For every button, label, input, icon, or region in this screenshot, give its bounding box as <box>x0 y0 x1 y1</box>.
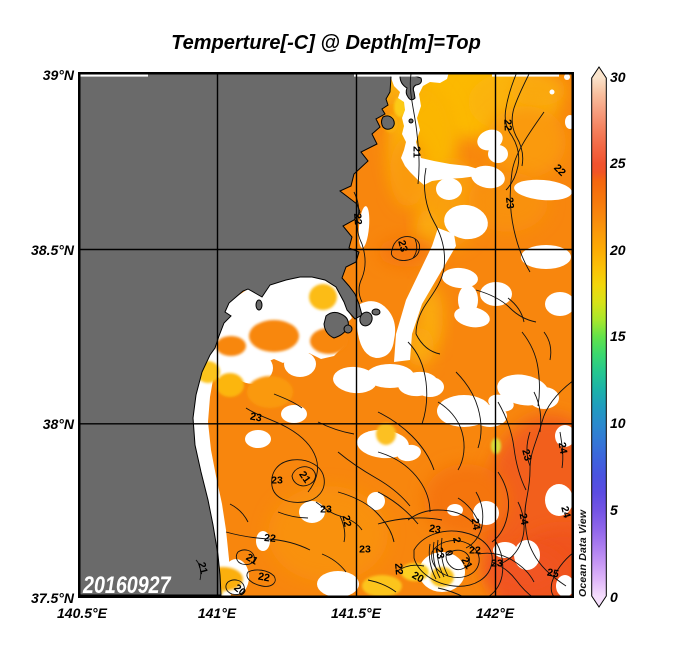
svg-text:24: 24 <box>469 517 483 531</box>
svg-text:22: 22 <box>340 514 354 528</box>
svg-text:23: 23 <box>491 558 503 570</box>
svg-text:22: 22 <box>264 532 277 545</box>
svg-text:23: 23 <box>320 504 332 516</box>
svg-text:22: 22 <box>469 545 481 557</box>
svg-text:24: 24 <box>517 512 531 526</box>
svg-text:23: 23 <box>271 475 283 487</box>
svg-text:0: 0 <box>442 549 455 558</box>
svg-text:21: 21 <box>244 551 260 567</box>
svg-text:21: 21 <box>458 555 474 571</box>
svg-text:24: 24 <box>558 505 573 520</box>
svg-text:20: 20 <box>410 569 426 585</box>
svg-text:22: 22 <box>501 119 513 131</box>
svg-text:23: 23 <box>359 544 371 556</box>
svg-text:22: 22 <box>351 213 364 226</box>
svg-text:23: 23 <box>428 523 442 537</box>
svg-text:2: 2 <box>450 536 463 544</box>
svg-text:22: 22 <box>392 563 405 576</box>
svg-text:22: 22 <box>257 571 271 585</box>
svg-text:23: 23 <box>519 448 534 463</box>
svg-text:21: 21 <box>195 561 210 576</box>
svg-text:23: 23 <box>503 197 516 210</box>
svg-text:23: 23 <box>249 411 263 425</box>
svg-text:24: 24 <box>556 441 570 455</box>
svg-text:23: 23 <box>433 546 447 560</box>
svg-text:25: 25 <box>546 567 560 581</box>
svg-text:20: 20 <box>231 582 248 598</box>
svg-text:21: 21 <box>411 146 423 158</box>
